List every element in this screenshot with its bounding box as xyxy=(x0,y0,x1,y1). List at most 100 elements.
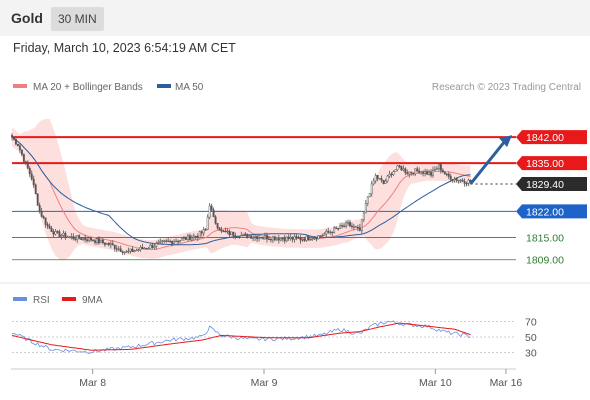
candle-body-134 xyxy=(275,238,278,241)
candle-body-42 xyxy=(94,240,96,243)
candle-body-165 xyxy=(337,228,340,230)
candle-body-173 xyxy=(352,226,355,228)
candle-body-90 xyxy=(188,235,191,241)
candle-body-113 xyxy=(234,235,237,238)
candle-body-225 xyxy=(455,178,458,181)
candle-body-135 xyxy=(277,238,280,241)
candle-body-199 xyxy=(404,168,407,174)
candle-body-115 xyxy=(238,236,241,239)
candle-body-161 xyxy=(329,231,332,234)
candle-body-47 xyxy=(103,242,106,245)
candle-body-95 xyxy=(198,231,201,238)
candle-body-118 xyxy=(244,233,247,236)
candle-body-220 xyxy=(445,173,448,176)
candle-body-142 xyxy=(291,237,294,240)
candle-body-215 xyxy=(436,168,438,170)
candle-body-72 xyxy=(153,246,156,248)
candle-body-129 xyxy=(266,235,268,240)
level-label-5: 1809.00 xyxy=(526,255,564,267)
candle-body-224 xyxy=(453,178,456,180)
candle-body-67 xyxy=(143,248,146,250)
candle-body-93 xyxy=(194,235,197,238)
candle-body-46 xyxy=(101,239,104,244)
rsi-legend-label: RSI xyxy=(33,295,50,306)
candle-body-179 xyxy=(364,203,367,214)
ma20-legend-label: MA 20 + Bollinger Bands xyxy=(33,82,143,93)
candle-body-151 xyxy=(309,239,312,241)
candle-body-174 xyxy=(354,226,357,228)
timeframe-badge[interactable]: 30 MIN xyxy=(51,7,104,31)
candle-body-81 xyxy=(171,240,174,244)
candle-body-57 xyxy=(123,251,126,254)
level-label-2: 1829.40 xyxy=(526,179,564,191)
candle-body-185 xyxy=(376,175,379,179)
candle-body-187 xyxy=(380,178,383,181)
candle-body-110 xyxy=(228,230,231,236)
candle-body-27 xyxy=(64,232,67,238)
candle-body-146 xyxy=(299,237,302,241)
candle-body-100 xyxy=(208,205,211,218)
candle-body-68 xyxy=(145,248,148,250)
candle-body-28 xyxy=(66,236,69,238)
research-credit: Research © 2023 Trading Central xyxy=(432,82,581,93)
candle-body-148 xyxy=(303,239,306,241)
candle-body-87 xyxy=(183,237,185,239)
candle-body-17 xyxy=(44,217,47,225)
candle-body-106 xyxy=(220,230,223,232)
candle-body-76 xyxy=(161,240,164,242)
candle-body-78 xyxy=(165,240,168,242)
candle-body-216 xyxy=(437,164,440,169)
candle-body-2 xyxy=(15,139,17,145)
candle-body-62 xyxy=(133,250,136,253)
candle-body-155 xyxy=(317,235,320,240)
candle-body-175 xyxy=(356,226,359,229)
candle-body-178 xyxy=(362,212,365,220)
candle-body-6 xyxy=(22,154,25,162)
candle-body-143 xyxy=(293,236,296,240)
candle-body-58 xyxy=(125,251,128,253)
candle-body-69 xyxy=(147,248,150,250)
candle-body-85 xyxy=(179,239,181,242)
candle-body-112 xyxy=(232,231,235,237)
candle-body-49 xyxy=(107,242,110,246)
candle-body-206 xyxy=(418,170,421,174)
candle-body-45 xyxy=(100,239,102,244)
candle-body-202 xyxy=(410,171,413,174)
candle-body-168 xyxy=(343,225,345,227)
candle-body-84 xyxy=(177,240,179,243)
candle-body-144 xyxy=(295,236,298,238)
candle-body-43 xyxy=(96,238,98,243)
rsi-ma-line xyxy=(11,322,471,351)
top-bar: Gold 30 MIN xyxy=(0,0,590,36)
candle-body-133 xyxy=(273,236,276,241)
candle-body-70 xyxy=(149,244,152,249)
candle-body-141 xyxy=(289,237,292,239)
candle-body-31 xyxy=(72,236,75,239)
candle-body-40 xyxy=(90,237,93,241)
candle-body-192 xyxy=(390,173,393,176)
candle-body-61 xyxy=(131,248,134,253)
candle-body-164 xyxy=(335,227,338,229)
candle-body-48 xyxy=(105,242,108,245)
candle-body-60 xyxy=(129,248,132,252)
candle-body-39 xyxy=(88,237,91,241)
candle-body-97 xyxy=(202,229,205,234)
candle-body-11 xyxy=(32,178,35,186)
candle-body-33 xyxy=(76,235,79,240)
candle-body-201 xyxy=(408,171,411,175)
candle-body-65 xyxy=(139,247,142,251)
level-tag-0 xyxy=(516,130,587,145)
candle-body-98 xyxy=(204,229,207,231)
candle-body-0 xyxy=(11,135,13,138)
level-label-0: 1842.00 xyxy=(526,132,564,144)
candle-body-138 xyxy=(283,238,286,242)
candle-body-219 xyxy=(443,171,446,175)
candle-body-103 xyxy=(214,216,217,224)
candle-body-212 xyxy=(430,172,432,176)
projection-arrow-shaft xyxy=(469,141,506,185)
candle-body-75 xyxy=(159,240,162,243)
candle-body-182 xyxy=(370,183,373,194)
candle-body-96 xyxy=(200,231,203,234)
price-plot: 1842.00 1835.00 1829.40 1822.00 1815.00 1809.… xyxy=(11,118,587,267)
